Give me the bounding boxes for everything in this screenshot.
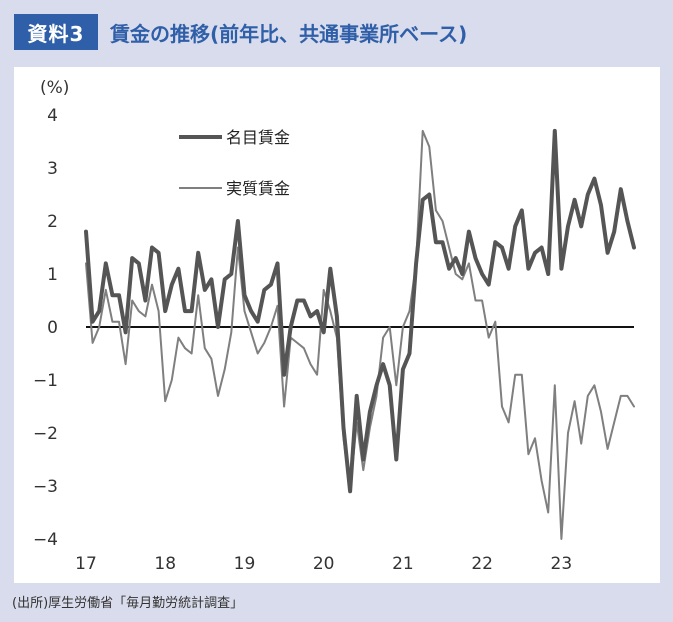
x-tick-label: 22 (471, 554, 493, 574)
document-badge: 資料3 (14, 14, 98, 50)
chart-panel: 4 3 2 1 0 −1 −2 −3 −4 17 18 19 20 21 22 23 名目賃金 実質賃金 (%… (14, 67, 660, 583)
y-tick-label: −2 (33, 424, 58, 444)
x-tick-label: 23 (551, 554, 573, 574)
x-tick-label: 19 (234, 554, 256, 574)
series-layer (84, 128, 636, 540)
y-axis-ticks: 4 3 2 1 0 −1 −2 −3 −4 (33, 106, 58, 550)
y-tick-label: 2 (47, 212, 58, 232)
y-tick-label: 0 (47, 318, 58, 338)
y-tick-label: 4 (47, 106, 58, 126)
y-tick-label: 1 (47, 265, 58, 285)
y-tick-label: 3 (47, 159, 58, 179)
x-tick-label: 20 (313, 554, 335, 574)
y-tick-label: −4 (33, 530, 58, 550)
y-tick-label: −1 (33, 371, 58, 391)
y-axis-label: (%) (40, 78, 69, 98)
x-tick-label: 17 (75, 554, 97, 574)
x-axis-ticks: 17 18 19 20 21 22 23 (75, 554, 572, 574)
header: 資料3 賃金の推移(前年比、共通事業所ベース) (0, 0, 673, 62)
x-tick-label: 21 (392, 554, 414, 574)
legend-label: 名目賃金 (226, 128, 290, 147)
y-tick-label: −3 (33, 477, 58, 497)
legend-label: 実質賃金 (226, 179, 290, 198)
x-tick-label: 18 (154, 554, 176, 574)
source-note: (出所)厚生労働省「毎月勤労統計調査」 (12, 596, 244, 611)
series-nominal-line (84, 128, 636, 494)
chart-title: 賃金の推移(前年比、共通事業所ベース) (110, 21, 468, 46)
